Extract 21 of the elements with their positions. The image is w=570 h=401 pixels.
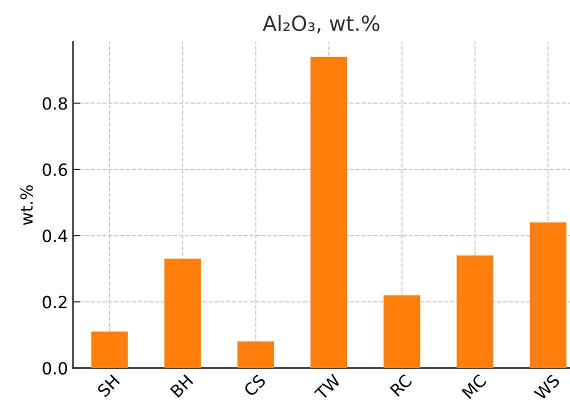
- y-tick-label: 0.8: [42, 97, 67, 110]
- y-tick-label: 0.6: [42, 163, 68, 176]
- x-tick-label: SH: [96, 374, 120, 398]
- x-tick-label: WS: [533, 374, 560, 401]
- x-tick-label: TW: [314, 374, 342, 401]
- x-tick-label: CS: [243, 374, 266, 398]
- y-tick-label: 0.2: [42, 296, 66, 308]
- bar: [310, 56, 348, 368]
- y-tick-label: 0.4: [42, 230, 68, 242]
- bar: [164, 258, 201, 368]
- x-tick-label: MC: [461, 374, 487, 400]
- chart-title: Al₂O₃, wt.%: [262, 15, 380, 34]
- x-tick-label: RC: [390, 374, 413, 397]
- bar: [456, 255, 494, 368]
- bar: [530, 222, 566, 368]
- bar: [237, 342, 274, 368]
- bar: [384, 295, 420, 368]
- y-axis-title: wt.%: [20, 185, 33, 225]
- bar: [91, 332, 128, 368]
- y-tick-label: 0.0: [42, 362, 68, 375]
- x-tick-label: BH: [170, 374, 194, 398]
